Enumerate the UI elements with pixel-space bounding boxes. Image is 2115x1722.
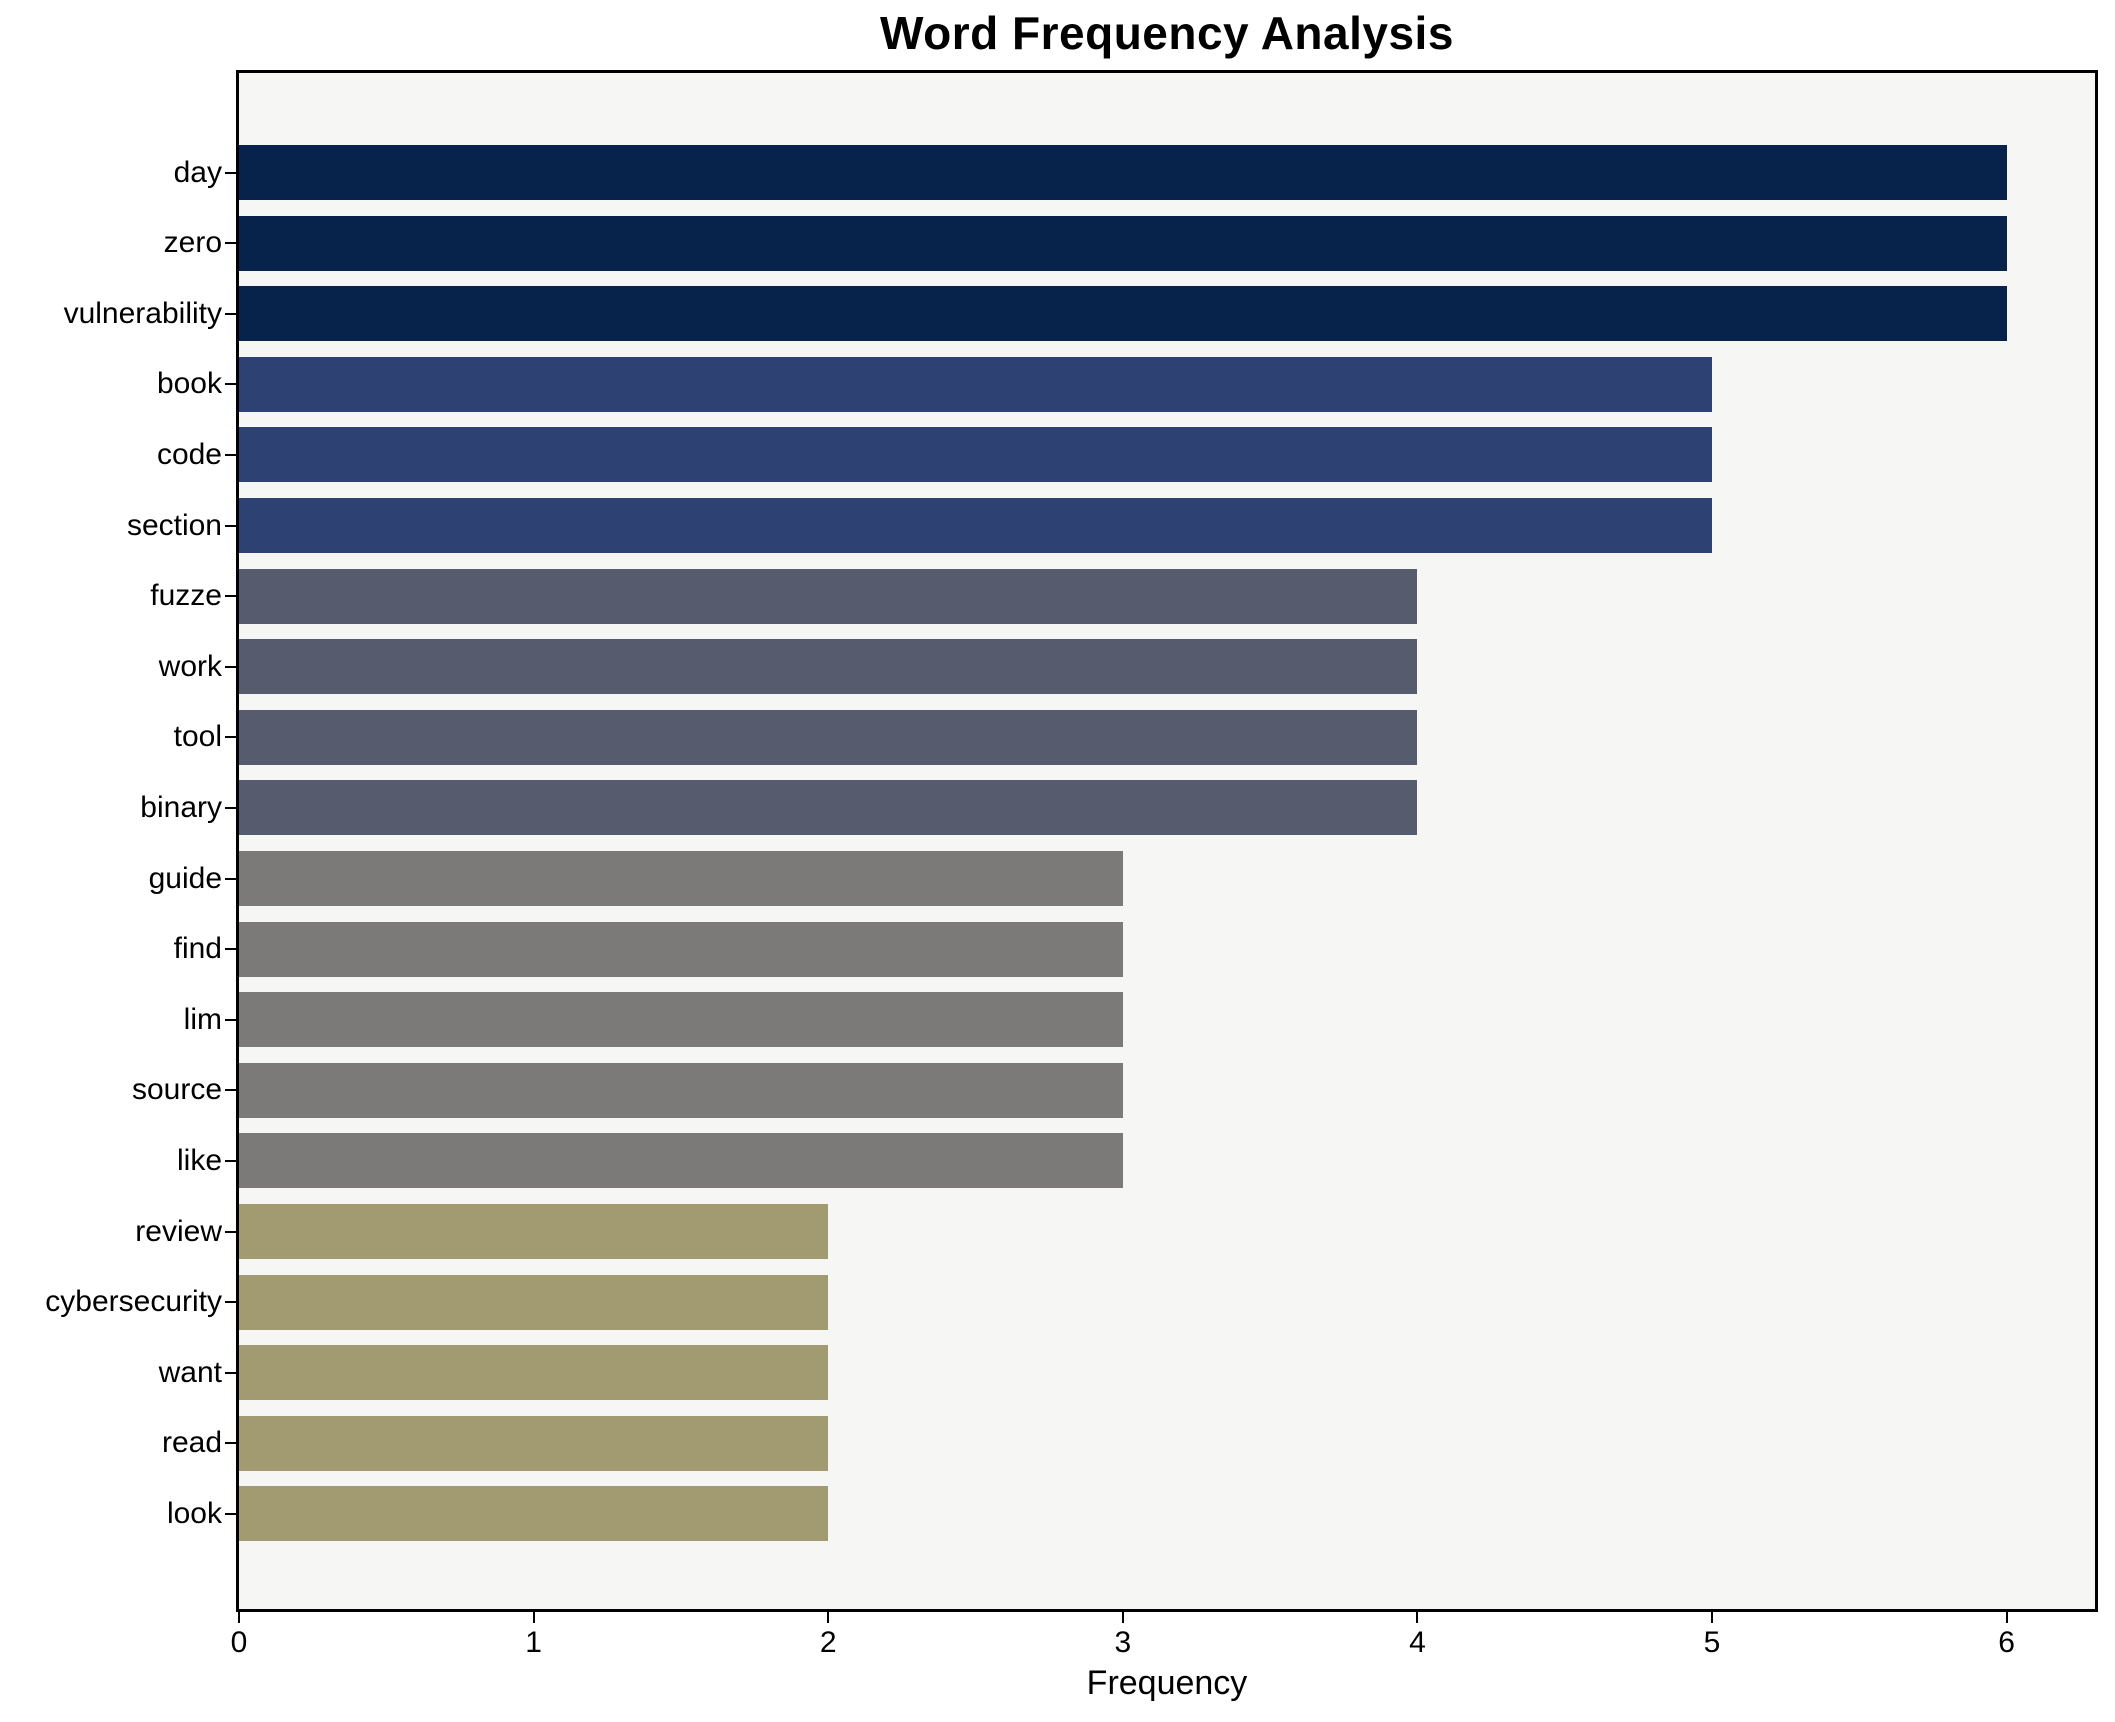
bar-tool [239,709,1418,765]
x-tick-mark [1416,1612,1419,1623]
x-tick-mark [2005,1612,2008,1623]
bar-code [239,427,1713,483]
chart-title: Word Frequency Analysis [880,7,1454,59]
bar-zero [239,215,2007,271]
y-tick-mark [225,312,236,315]
bar-section [239,498,1713,553]
y-tick-label-cybersecurity: cybersecurity [45,1285,222,1319]
y-tick-label-like: like [176,1143,222,1177]
y-tick-label-find: find [173,932,222,966]
y-tick-label-lim: lim [183,1002,222,1036]
y-tick-label-zero: zero [163,226,222,260]
y-tick-mark [225,1442,236,1445]
y-tick-label-look: look [166,1496,222,1530]
x-tick-mark [827,1612,830,1623]
x-tick-label-3: 3 [1114,1626,1132,1659]
bar-want [239,1345,829,1401]
bar-source [239,1062,1123,1118]
y-tick-mark [225,524,236,527]
x-tick-label-0: 0 [230,1626,248,1659]
bar-look [239,1486,829,1542]
x-tick-label-6: 6 [1998,1626,2015,1659]
x-tick-mark [1711,1612,1714,1623]
y-tick-label-day: day [173,155,222,189]
bar-work [239,639,1418,695]
bar-day [239,145,2007,200]
bar-guide [239,851,1123,906]
bar-review [239,1204,829,1259]
bar-read [239,1415,829,1471]
y-tick-label-binary: binary [140,790,222,824]
y-tick-mark [225,453,236,456]
y-tick-mark [225,806,236,809]
x-tick-label-5: 5 [1703,1626,1721,1659]
y-tick-mark [225,877,236,880]
x-tick-mark [1121,1612,1124,1623]
bar-fuzze [239,568,1418,624]
bar-vulnerability [239,286,2007,342]
bar-book [239,356,1713,412]
y-tick-label-work: work [158,649,222,683]
y-tick-label-section: section [126,508,222,542]
x-tick-label-4: 4 [1409,1626,1426,1659]
y-tick-mark [225,1018,236,1021]
y-tick-mark [225,595,236,598]
y-tick-mark [225,171,236,174]
x-tick-label-1: 1 [525,1626,542,1659]
x-tick-label-2: 2 [819,1626,837,1659]
y-tick-mark [225,242,236,245]
bar-binary [239,780,1418,836]
plot-area [236,70,2098,1612]
y-tick-mark [225,1371,236,1374]
y-tick-mark [225,383,236,386]
y-tick-label-source: source [131,1073,222,1107]
x-tick-mark [238,1612,240,1623]
y-tick-label-vulnerability: vulnerability [63,296,222,330]
bar-like [239,1133,1123,1189]
bar-lim [239,992,1123,1048]
y-tick-mark [225,1301,236,1304]
y-tick-mark [225,1512,236,1515]
x-tick-mark [532,1612,535,1623]
y-tick-label-guide: guide [148,861,222,895]
y-tick-mark [225,948,236,951]
y-tick-mark [225,1159,236,1162]
y-tick-label-fuzze: fuzze [150,579,222,613]
y-tick-label-review: review [135,1214,222,1248]
x-axis-label: Frequency [1086,1664,1248,1702]
y-tick-mark [225,1230,236,1233]
y-tick-mark [225,665,236,668]
y-tick-label-book: book [156,367,222,401]
y-tick-label-read: read [161,1426,222,1460]
y-tick-label-code: code [156,437,222,471]
y-tick-mark [225,736,236,739]
y-tick-mark [225,1089,236,1092]
y-tick-label-tool: tool [173,720,222,754]
y-tick-label-want: want [158,1355,222,1389]
bar-cybersecurity [239,1274,829,1330]
bars-layer [239,73,2095,1609]
bar-find [239,921,1123,977]
